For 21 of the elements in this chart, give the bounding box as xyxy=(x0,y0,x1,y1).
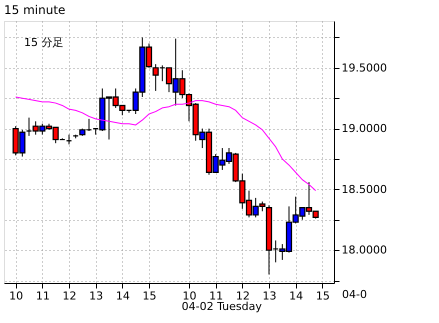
x-tick-label: 12 xyxy=(62,290,76,302)
y-tick-label: 19.0000 xyxy=(342,122,387,136)
x-tick-label: 10 xyxy=(182,290,196,302)
x-tick-label: 15 xyxy=(142,290,156,302)
x-tick-label: 10 xyxy=(9,290,24,302)
x-tick-label: 11 xyxy=(36,290,50,302)
x-tick-label: 13 xyxy=(89,290,104,302)
y-tick-label: 19.5000 xyxy=(342,61,387,74)
candlestick xyxy=(66,134,72,145)
annotation: 15 分足 xyxy=(24,36,64,49)
x-tick-label: 14 xyxy=(289,290,304,302)
x-tick-label: 13 xyxy=(262,290,276,302)
y-tick-label: 18.5000 xyxy=(342,182,387,196)
text: 04-02 Tuesday xyxy=(182,300,262,313)
x-tick-label: 11 xyxy=(209,290,224,302)
text: 04-0 xyxy=(342,288,367,301)
x-tick-label: 12 xyxy=(236,290,250,302)
x-tick-label: 14 xyxy=(116,290,130,302)
chart-title: 15 minute xyxy=(4,3,66,17)
x-tick-label: 15 xyxy=(316,290,330,302)
y-tick-label: 18.0000 xyxy=(342,244,387,257)
